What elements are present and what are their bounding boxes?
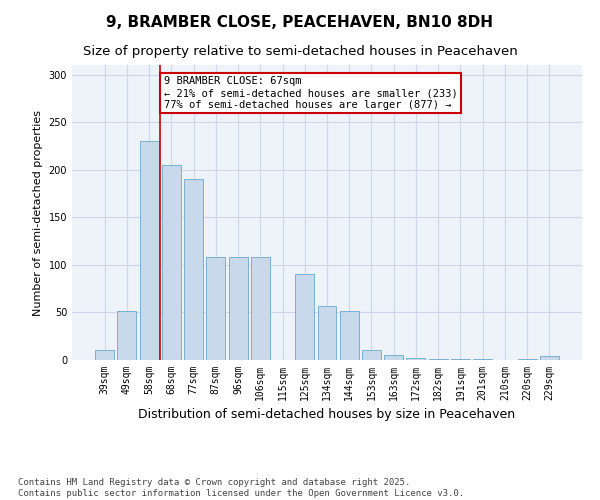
Bar [184, 179, 203, 360]
Bar [95, 350, 114, 360]
Bar [295, 274, 314, 360]
Text: Contains HM Land Registry data © Crown copyright and database right 2025.
Contai: Contains HM Land Registry data © Crown c… [18, 478, 464, 498]
Bar [251, 257, 270, 360]
X-axis label: Distribution of semi-detached houses by size in Peacehaven: Distribution of semi-detached houses by … [139, 408, 515, 422]
Bar [317, 306, 337, 360]
Bar [429, 359, 448, 360]
Bar [518, 359, 536, 360]
Bar [206, 257, 225, 360]
Bar [229, 257, 248, 360]
Text: Size of property relative to semi-detached houses in Peacehaven: Size of property relative to semi-detach… [83, 45, 517, 58]
Bar [384, 355, 403, 360]
Bar [540, 356, 559, 360]
Bar [340, 310, 359, 360]
Bar [118, 310, 136, 360]
Bar [140, 141, 158, 360]
Bar [362, 350, 381, 360]
Text: 9 BRAMBER CLOSE: 67sqm
← 21% of semi-detached houses are smaller (233)
77% of se: 9 BRAMBER CLOSE: 67sqm ← 21% of semi-det… [164, 76, 457, 110]
Bar [406, 358, 425, 360]
Bar [473, 359, 492, 360]
Bar [162, 165, 181, 360]
Y-axis label: Number of semi-detached properties: Number of semi-detached properties [33, 110, 43, 316]
Text: 9, BRAMBER CLOSE, PEACEHAVEN, BN10 8DH: 9, BRAMBER CLOSE, PEACEHAVEN, BN10 8DH [107, 15, 493, 30]
Bar [451, 359, 470, 360]
